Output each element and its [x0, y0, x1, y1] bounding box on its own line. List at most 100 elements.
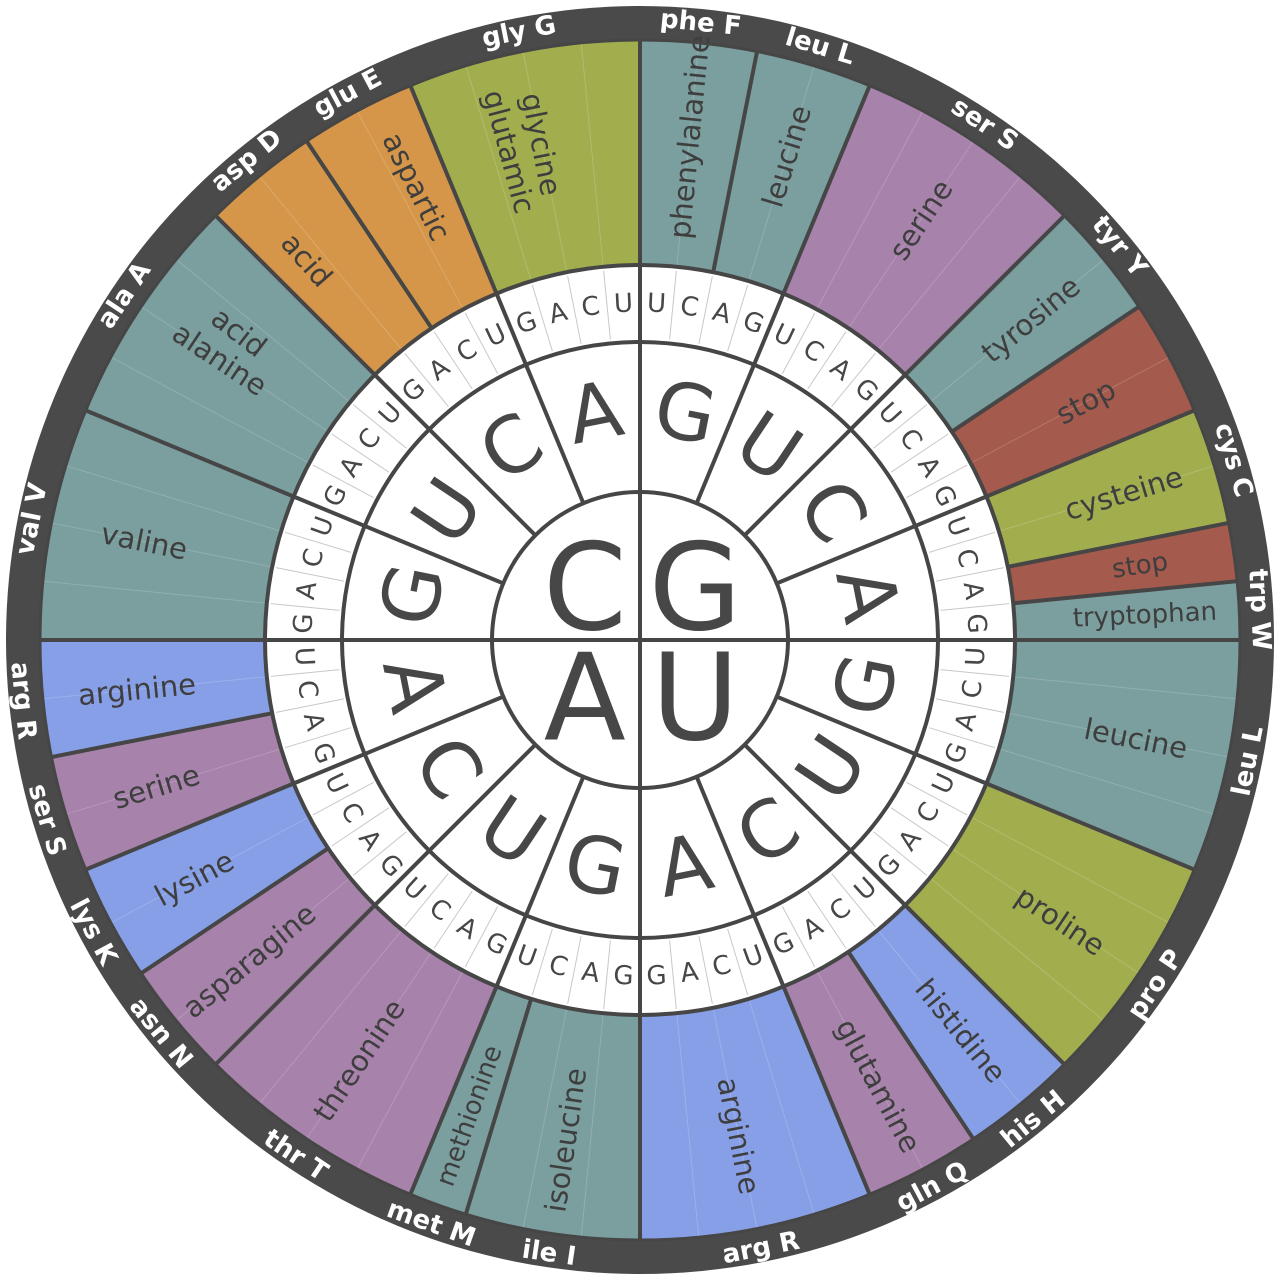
- third-base-tick: [284, 531, 352, 553]
- codon-guide-line: [676, 1013, 700, 1238]
- amino-acid-sector: [40, 640, 273, 758]
- codon-guide-line: [140, 306, 329, 433]
- codon-guide-line: [970, 356, 1170, 464]
- third-base-letter: G: [961, 613, 992, 635]
- codon-guide-line: [465, 65, 532, 282]
- codon-guide-line: [816, 110, 924, 310]
- third-base-tick: [464, 906, 499, 968]
- codon-guide-line: [929, 877, 1105, 1022]
- third-base-letter: C: [678, 291, 700, 323]
- amino-acid-abbreviation: trp W: [1242, 568, 1276, 651]
- third-base-divider: [914, 752, 988, 786]
- third-base-tick: [669, 940, 677, 1010]
- third-base-tick: [873, 404, 928, 449]
- codon-guide-line: [877, 175, 1022, 351]
- codon-guide-line: [748, 65, 815, 282]
- amino-acid-sector: [783, 951, 974, 1195]
- codon-guide-line: [306, 951, 433, 1140]
- codon-guide-line: [65, 748, 282, 815]
- codon-guide-line: [998, 465, 1215, 532]
- second-base-divider: [775, 524, 917, 586]
- third-base-tick: [890, 807, 949, 847]
- third-base-tick: [698, 276, 713, 344]
- third-base-tick: [531, 928, 553, 996]
- third-base-tick: [352, 831, 407, 876]
- codon-guide-line: [42, 676, 267, 700]
- third-base-tick: [284, 727, 352, 749]
- codon-guide-line: [847, 140, 974, 329]
- third-base-tick: [531, 284, 553, 352]
- codon-guide-line: [816, 970, 924, 1170]
- third-base-divider: [849, 849, 907, 907]
- amino-acid-divider: [84, 408, 295, 499]
- third-base-letter: U: [961, 646, 992, 666]
- first-base-letter: G: [649, 519, 742, 658]
- amino-acid-sector: [640, 986, 870, 1240]
- amino-acid-sector: [40, 410, 294, 640]
- third-base-letter: A: [678, 957, 700, 989]
- third-base-letter: C: [291, 678, 323, 700]
- third-base-tick: [352, 404, 407, 449]
- codon-guide-line: [712, 1007, 758, 1229]
- second-base-divider: [694, 775, 756, 917]
- amino-acid-sector: [215, 905, 497, 1195]
- amino-acid-sector: [905, 783, 1195, 1065]
- third-base-tick: [433, 890, 473, 949]
- second-base-divider: [775, 694, 917, 756]
- amino-acid-divider: [781, 985, 872, 1196]
- second-base-divider: [743, 427, 853, 537]
- first-base-letter: U: [651, 630, 739, 769]
- amino-acid-divider: [1007, 520, 1229, 569]
- codon-guide-line: [258, 929, 403, 1105]
- third-base-tick: [807, 331, 847, 390]
- third-base-letter: A: [291, 579, 323, 601]
- third-base-tick: [906, 781, 968, 816]
- amino-acid-sector: [986, 410, 1229, 567]
- third-base-divider: [494, 914, 528, 988]
- codon-guide-line: [748, 998, 815, 1215]
- amino-acid-sector: [141, 848, 375, 1065]
- codon-guide-line: [42, 580, 267, 604]
- amino-acid-name: tryptophan: [1072, 597, 1218, 634]
- third-base-divider: [292, 752, 366, 786]
- first-base-letter: C: [543, 519, 627, 658]
- amino-acid-sector: [410, 40, 640, 294]
- codon-guide-line: [877, 929, 1022, 1105]
- amino-acid-sector: [1013, 581, 1240, 640]
- codon-guide-line: [951, 847, 1140, 974]
- codon-guide-line: [65, 465, 282, 532]
- amino-acid-sector: [986, 640, 1240, 870]
- third-base-tick: [567, 936, 582, 1004]
- third-base-tick: [404, 873, 449, 928]
- third-base-tick: [831, 352, 876, 407]
- second-base-divider: [743, 743, 853, 853]
- codon-guide-line: [110, 816, 310, 924]
- first-base-letter: A: [544, 630, 626, 769]
- third-base-tick: [928, 727, 996, 749]
- codon-guide-line: [110, 356, 310, 464]
- codon-guide-line: [970, 816, 1170, 924]
- third-ring: [263, 263, 1017, 1017]
- third-base-letter: G: [613, 961, 635, 992]
- third-base-divider: [373, 373, 431, 431]
- third-base-tick: [270, 603, 340, 611]
- third-base-tick: [464, 312, 499, 374]
- third-base-tick: [936, 698, 1004, 713]
- amino-acid-sector: [951, 306, 1195, 497]
- second-base-divider: [427, 427, 537, 537]
- third-base-divider: [914, 494, 988, 528]
- amino-acid-divider: [408, 84, 499, 295]
- hub-ring: [490, 490, 790, 790]
- codon-guide-line: [51, 522, 273, 568]
- amino-acid-divider: [140, 846, 330, 976]
- third-base-tick: [890, 433, 949, 473]
- amino-acid-divider: [51, 711, 273, 760]
- third-base-letter: U: [288, 646, 319, 666]
- third-base-tick: [781, 312, 816, 374]
- third-base-tick: [270, 669, 340, 677]
- codon-guide-line: [356, 110, 464, 310]
- amino-acid-divider: [985, 408, 1196, 499]
- amino-acid-sector: [713, 51, 870, 294]
- third-base-tick: [940, 603, 1010, 611]
- amino-acid-sector: [783, 85, 1065, 375]
